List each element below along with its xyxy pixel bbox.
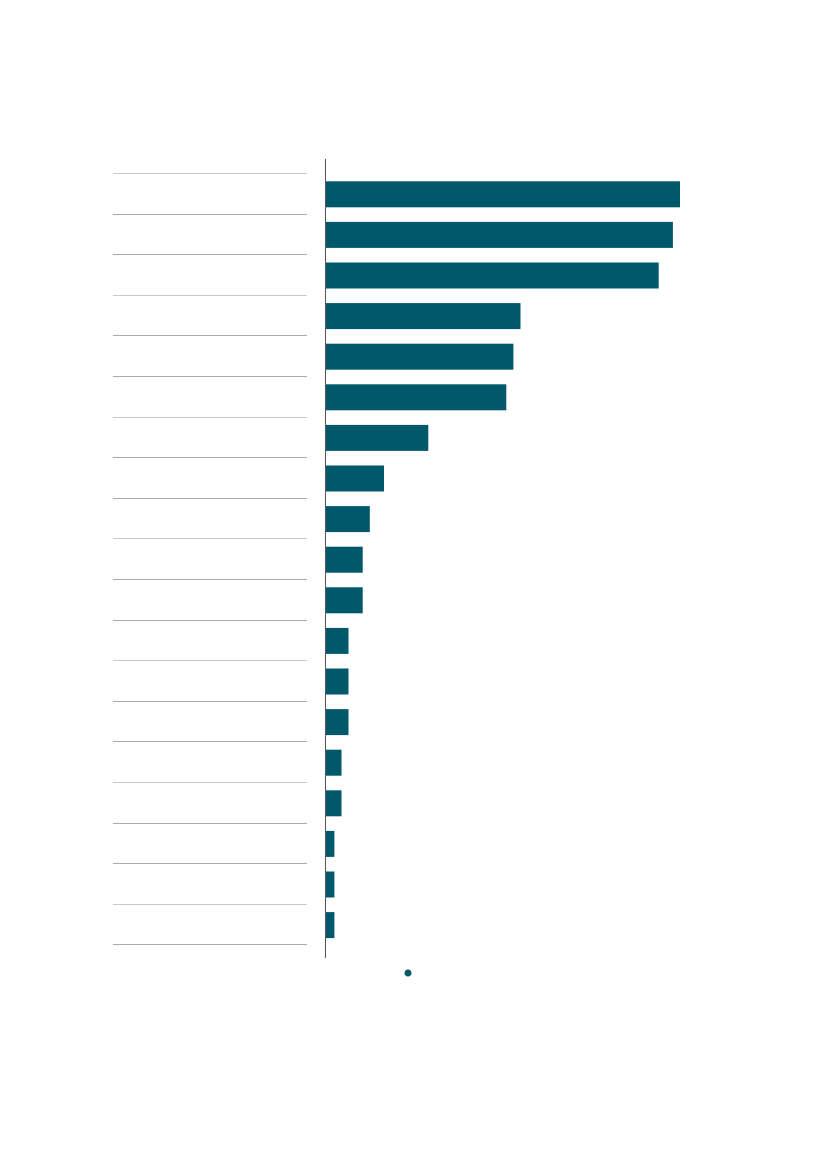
bar bbox=[325, 303, 521, 330]
bar bbox=[325, 749, 342, 776]
bar bbox=[325, 424, 429, 451]
bar bbox=[325, 668, 349, 695]
bar bbox=[325, 181, 680, 208]
bar bbox=[325, 587, 363, 614]
bar bbox=[325, 830, 335, 857]
bar bbox=[325, 262, 659, 289]
bar bbox=[325, 912, 335, 939]
bar bbox=[325, 546, 363, 573]
legend bbox=[404, 969, 412, 977]
bar bbox=[325, 790, 342, 817]
legend-marker bbox=[404, 969, 412, 977]
bar bbox=[325, 221, 673, 248]
bar bbox=[325, 871, 335, 898]
bar bbox=[325, 506, 370, 533]
bar bbox=[325, 384, 507, 411]
bar bbox=[325, 343, 514, 370]
bar-series bbox=[325, 181, 680, 939]
bar bbox=[325, 627, 349, 654]
row-separators bbox=[113, 173, 307, 945]
bar bbox=[325, 709, 349, 736]
bar bbox=[325, 465, 384, 492]
